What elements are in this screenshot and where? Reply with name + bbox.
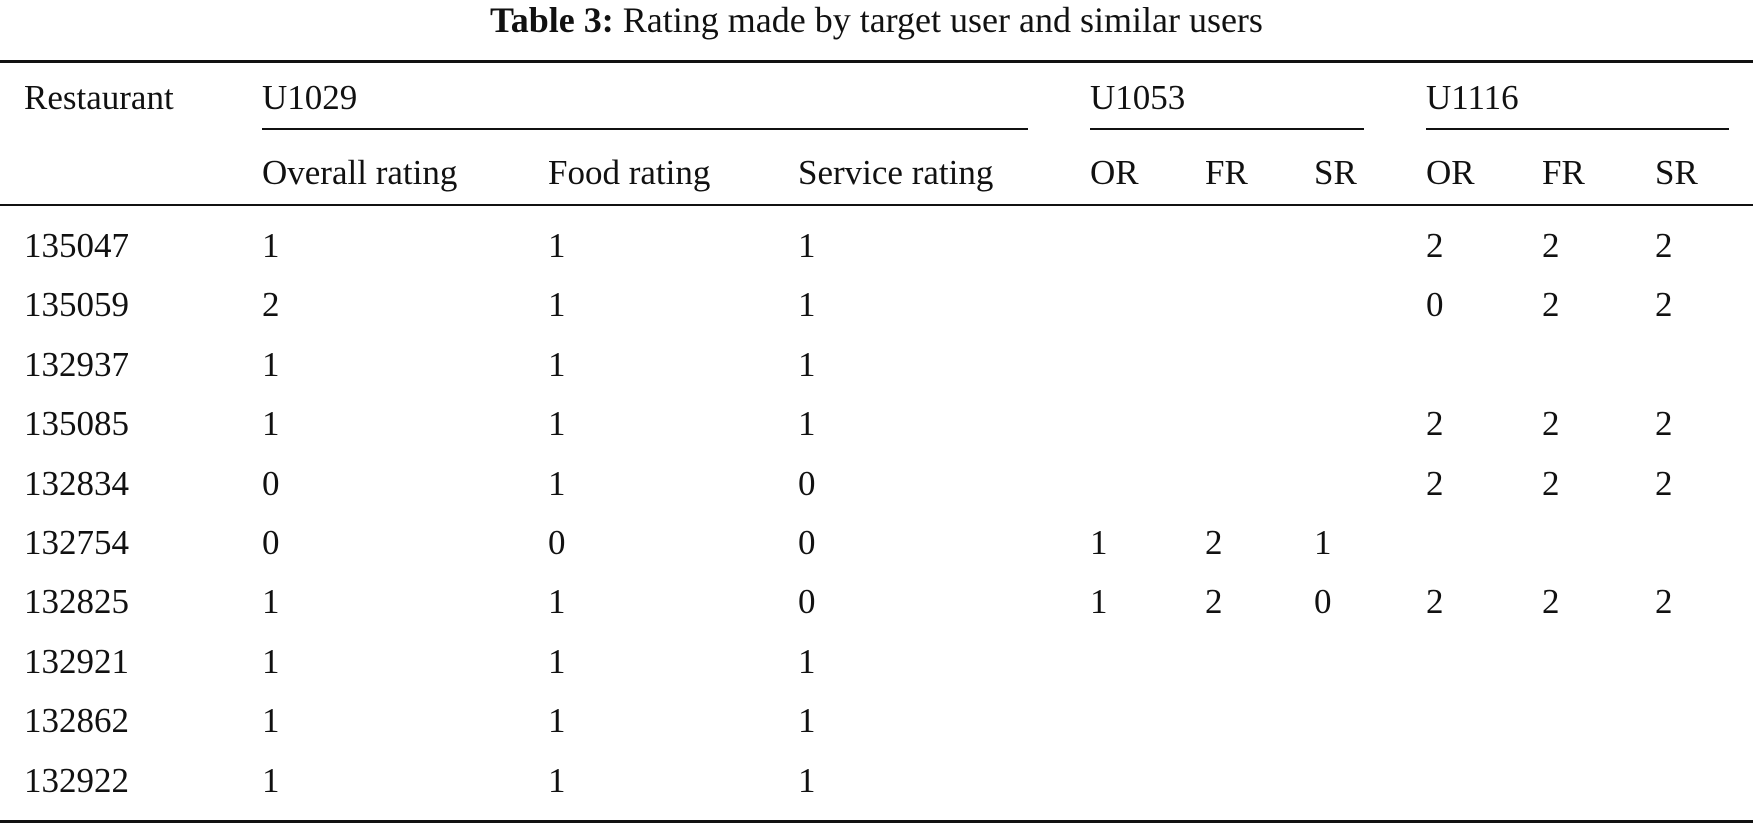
cell-u1116-fr: 2 [1542,404,1560,443]
cell-u1029-overall: 1 [262,226,280,265]
cell-u1029-food: 1 [548,701,566,740]
cell-restaurant: 132834 [24,464,129,503]
cell-restaurant: 132921 [24,642,129,681]
subheader-food-rating: Food rating [548,153,711,192]
cell-u1029-overall: 1 [262,701,280,740]
cell-u1029-food: 1 [548,404,566,443]
table-caption-text: Rating made by target user and similar u… [622,0,1263,40]
cell-u1029-overall: 1 [262,404,280,443]
cell-u1029-overall: 2 [262,285,280,324]
cell-u1029-service: 1 [798,285,816,324]
subheader-u1053-fr: FR [1205,153,1248,192]
cell-u1029-service: 0 [798,582,816,621]
cell-u1116-fr: 2 [1542,226,1560,265]
cell-u1029-food: 1 [548,226,566,265]
cell-u1029-food: 1 [548,464,566,503]
subheader-u1116-or: OR [1426,153,1475,192]
cell-u1116-sr: 2 [1655,226,1673,265]
group-rule-u1116 [1426,128,1729,130]
table-bottom-rule [0,820,1753,823]
cell-u1053-or: 1 [1090,523,1108,562]
cell-u1053-or: 1 [1090,582,1108,621]
header-restaurant: Restaurant [24,78,174,117]
cell-restaurant: 132754 [24,523,129,562]
cell-u1116-or: 2 [1426,226,1444,265]
cell-u1029-overall: 1 [262,582,280,621]
cell-restaurant: 132922 [24,761,129,800]
cell-u1053-fr: 2 [1205,523,1223,562]
subheader-overall-rating: Overall rating [262,153,458,192]
cell-u1116-or: 2 [1426,582,1444,621]
cell-u1029-food: 1 [548,582,566,621]
cell-u1116-sr: 2 [1655,285,1673,324]
cell-u1116-fr: 2 [1542,285,1560,324]
cell-restaurant: 135085 [24,404,129,443]
cell-u1029-overall: 1 [262,345,280,384]
cell-u1029-food: 1 [548,285,566,324]
subheader-u1053-or: OR [1090,153,1139,192]
cell-u1029-service: 1 [798,701,816,740]
cell-u1116-sr: 2 [1655,582,1673,621]
cell-u1116-fr: 2 [1542,464,1560,503]
subheader-u1116-fr: FR [1542,153,1585,192]
table-header-rule [0,204,1753,206]
cell-restaurant: 135059 [24,285,129,324]
header-group-u1116: U1116 [1426,78,1519,117]
cell-u1029-overall: 1 [262,761,280,800]
cell-u1029-food: 1 [548,761,566,800]
group-rule-u1029 [262,128,1028,130]
cell-u1053-fr: 2 [1205,582,1223,621]
cell-u1029-service: 1 [798,642,816,681]
cell-u1116-or: 2 [1426,464,1444,503]
cell-u1029-food: 0 [548,523,566,562]
table-caption-label: Table 3: [490,0,614,40]
cell-u1116-or: 0 [1426,285,1444,324]
cell-u1116-or: 2 [1426,404,1444,443]
cell-restaurant: 132825 [24,582,129,621]
cell-u1029-food: 1 [548,642,566,681]
cell-u1116-sr: 2 [1655,464,1673,503]
cell-u1116-sr: 2 [1655,404,1673,443]
cell-restaurant: 132862 [24,701,129,740]
table-caption: Table 3: Rating made by target user and … [0,0,1753,40]
header-group-u1029: U1029 [262,78,358,117]
cell-u1029-service: 0 [798,523,816,562]
cell-u1029-service: 1 [798,345,816,384]
cell-u1029-food: 1 [548,345,566,384]
header-group-u1053: U1053 [1090,78,1186,117]
cell-u1029-overall: 1 [262,642,280,681]
cell-u1029-overall: 0 [262,464,280,503]
table-top-rule [0,60,1753,63]
cell-u1029-service: 1 [798,761,816,800]
subheader-u1053-sr: SR [1314,153,1357,192]
cell-u1116-fr: 2 [1542,582,1560,621]
cell-u1053-sr: 1 [1314,523,1332,562]
cell-u1029-service: 1 [798,404,816,443]
cell-u1029-service: 0 [798,464,816,503]
cell-restaurant: 132937 [24,345,129,384]
subheader-service-rating: Service rating [798,153,994,192]
cell-restaurant: 135047 [24,226,129,265]
group-rule-u1053 [1090,128,1364,130]
cell-u1029-overall: 0 [262,523,280,562]
subheader-u1116-sr: SR [1655,153,1698,192]
cell-u1029-service: 1 [798,226,816,265]
cell-u1053-sr: 0 [1314,582,1332,621]
